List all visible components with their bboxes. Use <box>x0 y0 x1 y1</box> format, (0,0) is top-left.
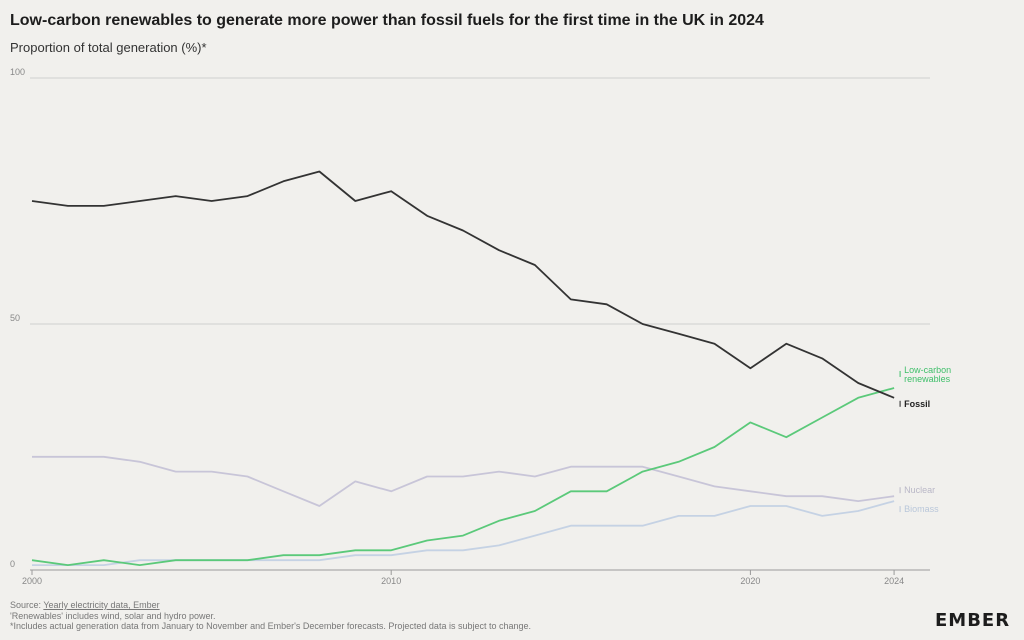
y-tick-label: 50 <box>10 313 20 323</box>
series-label-biomass: Biomass <box>904 504 939 514</box>
chart-title: Low-carbon renewables to generate more p… <box>10 12 764 29</box>
y-tick-label: 0 <box>10 559 15 569</box>
grid-layer: 0 50 100 2000 2010 2020 2024 <box>10 67 930 586</box>
source-note: Source: Yearly electricity data, Ember <box>10 600 160 611</box>
renewables-note: 'Renewables' includes wind, solar and hy… <box>10 611 216 621</box>
series-line-fossil <box>31 170 895 399</box>
series-label-renewables: Low-carbon <box>904 365 951 375</box>
y-tick-label: 100 <box>10 67 25 77</box>
series-line-renewables <box>31 387 895 566</box>
series-line-biomass <box>32 500 895 566</box>
series-label-nuclear: Nuclear <box>904 485 935 495</box>
projection-note: *Includes actual generation data from Ja… <box>10 621 531 631</box>
series-label-renewables: renewables <box>904 374 951 384</box>
series-layer <box>31 170 895 566</box>
x-tick-label: 2024 <box>884 576 904 586</box>
x-tick-label: 2010 <box>381 576 401 586</box>
source-link[interactable]: Yearly electricity data, Ember <box>43 600 160 610</box>
x-tick-label: 2020 <box>740 576 760 586</box>
series-line-nuclear <box>32 455 895 507</box>
source-prefix: Source: <box>10 600 44 610</box>
line-chart: 0 50 100 2000 2010 2020 2024 Fossil Low-carbonr… <box>10 67 951 586</box>
ember-logo: EMBER <box>935 610 1011 631</box>
series-label-fossil: Fossil <box>904 399 930 409</box>
x-tick-label: 2000 <box>22 576 42 586</box>
chart-subtitle: Proportion of total generation (%)* <box>10 40 207 55</box>
